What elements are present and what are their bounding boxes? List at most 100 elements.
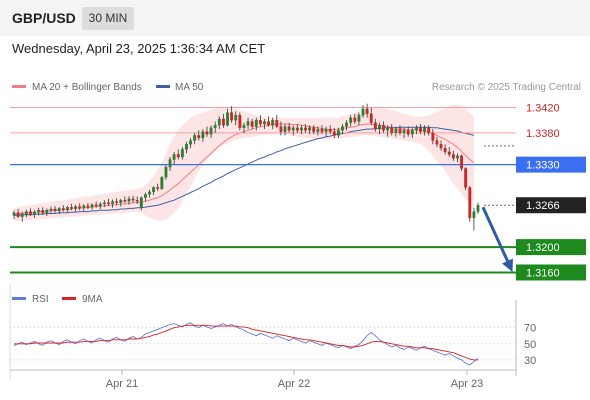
candle-body (464, 168, 468, 188)
candle-body (435, 140, 439, 145)
candle-body (386, 127, 390, 131)
candle-body (193, 135, 197, 141)
candle-body (148, 191, 151, 195)
last-price-label: 1.3266 (526, 200, 560, 212)
candle-body (115, 201, 119, 203)
candle-body (160, 177, 164, 189)
candle-body (180, 149, 184, 158)
candle-body (332, 131, 336, 136)
candle-body (49, 208, 53, 211)
bollinger-band-fill (14, 105, 474, 222)
candle-body (369, 113, 373, 123)
candle-body (275, 120, 279, 127)
candle-body (78, 206, 82, 208)
levels-layer: 1.3420 1.3380 1.3330 1.3266 1.3200 1.3160 (10, 103, 586, 281)
candle-body (53, 208, 57, 212)
legend-rsi-ma: 9MA (82, 294, 103, 305)
candle-body (353, 117, 357, 122)
candle-body (406, 130, 410, 135)
candle-body (74, 206, 78, 209)
candle-body (460, 155, 463, 169)
legend-rsi: RSI (32, 294, 49, 305)
candle-body (139, 197, 143, 208)
candle-body (246, 121, 250, 126)
candle-body (57, 208, 61, 212)
candle-body (119, 200, 123, 203)
candle-body (447, 151, 451, 155)
x-axis-labels: Apr 21 Apr 22 Apr 23 (106, 370, 483, 390)
candle-body (82, 205, 86, 208)
rsi-ma-line (14, 324, 478, 361)
candle-body (205, 131, 209, 135)
candle-body (472, 211, 476, 219)
candle-body (20, 213, 24, 217)
candle-body (402, 130, 406, 134)
candle-body (107, 202, 110, 205)
candle-body (476, 205, 480, 212)
support-tag (516, 264, 586, 281)
candles-layer (12, 103, 480, 231)
candle-body (33, 212, 36, 215)
forecast-arrow-layer (481, 206, 513, 272)
candle-body (41, 210, 45, 213)
candle-body (164, 167, 168, 178)
candle-body (443, 147, 447, 153)
candle-body (324, 128, 328, 132)
candle-body (336, 130, 340, 136)
rsi-line (13, 322, 479, 366)
candle-body (431, 132, 435, 141)
candle-body (168, 159, 172, 168)
rsi-tick-label: 30 (524, 355, 536, 367)
candle-body (451, 154, 455, 159)
candle-body (279, 126, 283, 132)
candle-body (37, 210, 41, 213)
last-price-tag (516, 197, 586, 214)
bollinger-layer (13, 105, 475, 222)
candle-body (221, 118, 225, 126)
candle-body (291, 127, 295, 131)
candle-body (423, 127, 427, 132)
candle-body (283, 126, 287, 132)
candle-body (410, 130, 414, 135)
candle-body (123, 200, 127, 202)
resistance-label: 1.3380 (526, 128, 560, 140)
top-bar: GBP/USD 30 MIN (0, 0, 590, 36)
candle-body (378, 125, 381, 130)
timeframe-button[interactable]: 30 MIN (82, 7, 134, 30)
candle-body (300, 127, 303, 131)
candle-body (209, 127, 213, 135)
candle-body (176, 154, 180, 158)
candle-body (226, 112, 229, 126)
candle-body (197, 135, 201, 139)
candle-body (90, 204, 94, 208)
candle-body (16, 212, 20, 217)
candle-body (242, 125, 246, 128)
rsi-legend-swatch (12, 297, 26, 300)
candle-body (238, 114, 242, 128)
candle-body (156, 187, 160, 189)
candle-body (111, 201, 114, 205)
pivot-label: 1.3330 (526, 160, 560, 172)
pivot-tag (516, 156, 586, 173)
candle-body (185, 144, 188, 150)
ma50-legend-swatch (156, 85, 170, 88)
rsi-tick-label: 50 (524, 339, 536, 351)
candle-body (271, 120, 275, 126)
candle-body (234, 114, 238, 121)
candle-body (65, 206, 69, 210)
candle-body (390, 127, 394, 134)
candle-body (419, 127, 422, 132)
candle-body (94, 204, 98, 207)
candle-body (316, 128, 320, 132)
candle-body (135, 200, 139, 202)
support-label: 1.3160 (526, 267, 560, 279)
candle-body (102, 202, 106, 205)
candle-body (172, 154, 176, 160)
candle-body (320, 128, 324, 132)
candle-body (230, 112, 234, 121)
candle-body (131, 198, 135, 201)
candle-body (287, 126, 291, 131)
candle-body (86, 205, 90, 208)
forecast-arrow-shaft (481, 206, 512, 268)
